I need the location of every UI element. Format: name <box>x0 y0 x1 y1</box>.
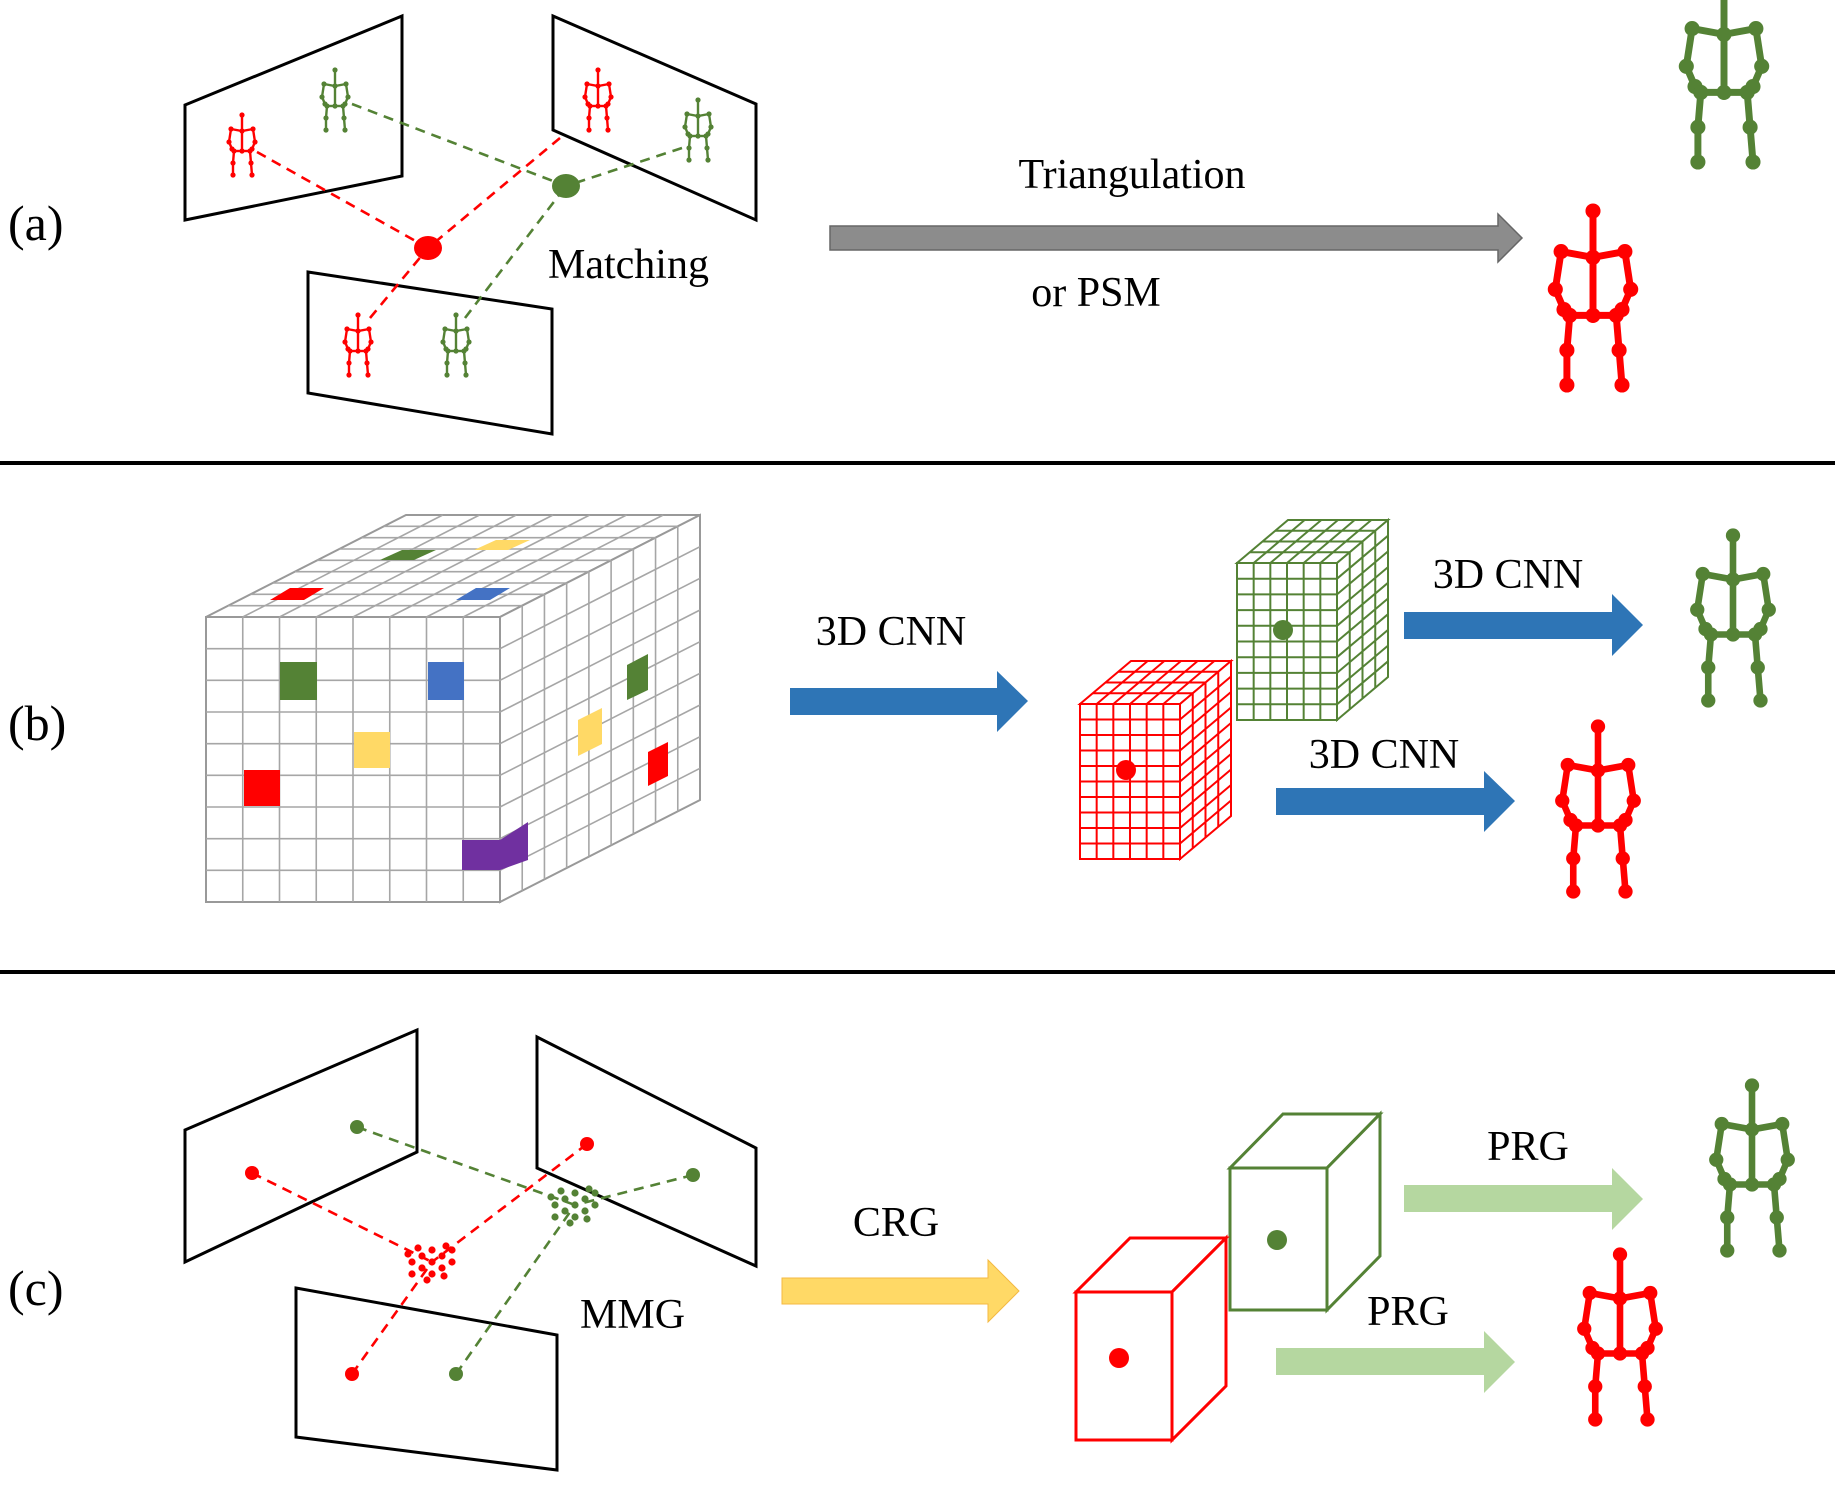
2d-joint-green <box>686 1168 700 1182</box>
person-center-red <box>1109 1348 1129 1368</box>
candidate-cluster-red <box>404 1242 456 1284</box>
camera-view-plane <box>551 13 758 223</box>
volume-cell-green <box>280 662 317 700</box>
2d-joint-red <box>580 1137 594 1151</box>
matched-point-green <box>552 174 580 198</box>
panel-b: (b) 3D CNN <box>8 513 1776 904</box>
ray-line-green <box>351 102 567 188</box>
person-box-red <box>1072 1234 1230 1444</box>
2d-pose-skeleton-green <box>439 311 473 379</box>
arrow-label-bottom: or PSM <box>1031 270 1161 316</box>
2d-pose-skeleton-red <box>225 111 259 179</box>
camera-view-plane <box>306 270 554 436</box>
arrow-label: 3D CNN <box>1433 552 1584 598</box>
2d-joint-green <box>449 1367 463 1381</box>
2d-pose-skeleton-green <box>318 66 352 134</box>
3d-cnn-arrow-green <box>1404 594 1643 656</box>
prg-arrow-green <box>1404 1168 1643 1230</box>
2d-joint-red <box>245 1166 259 1180</box>
panel-label: (c) <box>8 1260 64 1316</box>
arrow-label: 3D CNN <box>816 609 967 655</box>
3d-pose-skeleton-green <box>1679 0 1769 170</box>
panel-label: (a) <box>8 195 64 251</box>
volume-cell-blue <box>456 588 510 600</box>
3d-cnn-arrow-red <box>1276 771 1515 832</box>
ray-line-red <box>431 1142 588 1264</box>
3d-pose-skeleton-red <box>1548 203 1638 392</box>
3d-pose-skeleton-red <box>1555 719 1641 898</box>
2d-joint-green <box>350 1120 364 1134</box>
triangulation-arrow <box>829 212 1524 264</box>
crg-arrow <box>781 1258 1020 1324</box>
2d-pose-skeleton-green <box>681 96 715 164</box>
volume-cell-green <box>627 654 648 700</box>
volume-cell-yellow <box>474 540 530 550</box>
arrow-label: CRG <box>853 1200 939 1246</box>
feature-volume-cube <box>205 513 701 904</box>
volume-cell-red <box>648 742 668 786</box>
panel-label: (b) <box>8 695 66 751</box>
person-volume-green <box>1234 517 1391 723</box>
2d-pose-skeleton-red <box>341 311 375 379</box>
3d-pose-skeleton-green <box>1690 528 1776 707</box>
camera-view-plane <box>183 1027 419 1265</box>
panel-a: (a) Matching Triangulation or PSM <box>8 0 1769 436</box>
ray-line-green <box>574 1173 694 1207</box>
matching-label: Matching <box>548 242 709 288</box>
camera-view-plane <box>535 1034 758 1269</box>
person-center-green <box>1267 1230 1287 1250</box>
ray-line-green <box>356 1125 576 1207</box>
ray-line-green <box>454 1204 577 1375</box>
arrow-label: 3D CNN <box>1309 732 1460 778</box>
prg-arrow-red <box>1276 1331 1515 1393</box>
2d-joint-red <box>345 1367 359 1381</box>
matching-label: MMG <box>580 1292 685 1338</box>
volume-cell-yellow <box>578 708 602 756</box>
person-center-red <box>1116 760 1136 780</box>
ray-line-red <box>368 247 430 319</box>
3d-pose-skeleton-red <box>1577 1247 1663 1426</box>
candidate-cluster-green <box>547 1185 599 1227</box>
volume-cell-red <box>244 770 280 806</box>
person-box-green <box>1226 1110 1384 1314</box>
volume-cell-purple <box>462 822 528 870</box>
3d-pose-skeleton-green <box>1709 1078 1795 1257</box>
volume-cell-yellow <box>354 732 390 768</box>
person-volume-red <box>1077 658 1234 862</box>
person-center-green <box>1273 620 1293 640</box>
arrow-label: PRG <box>1367 1289 1449 1335</box>
arrow-label-top: Triangulation <box>1018 152 1245 198</box>
arrow-label: PRG <box>1487 1124 1569 1170</box>
volume-cell-green <box>380 550 436 560</box>
3d-cnn-arrow <box>790 671 1028 732</box>
panel-c: (c) MMG CRG <box>8 1027 1795 1472</box>
volume-cell-red <box>270 588 324 600</box>
ray-line-green <box>565 146 683 188</box>
matched-point-red <box>414 236 442 260</box>
volume-cell-blue <box>428 662 464 700</box>
camera-view-plane <box>294 1286 559 1472</box>
camera-view-plane <box>183 13 404 222</box>
ray-line-red <box>427 137 561 249</box>
ray-line-green <box>463 185 568 319</box>
ray-line-red <box>350 1261 434 1375</box>
2d-pose-skeleton-red <box>581 66 615 134</box>
